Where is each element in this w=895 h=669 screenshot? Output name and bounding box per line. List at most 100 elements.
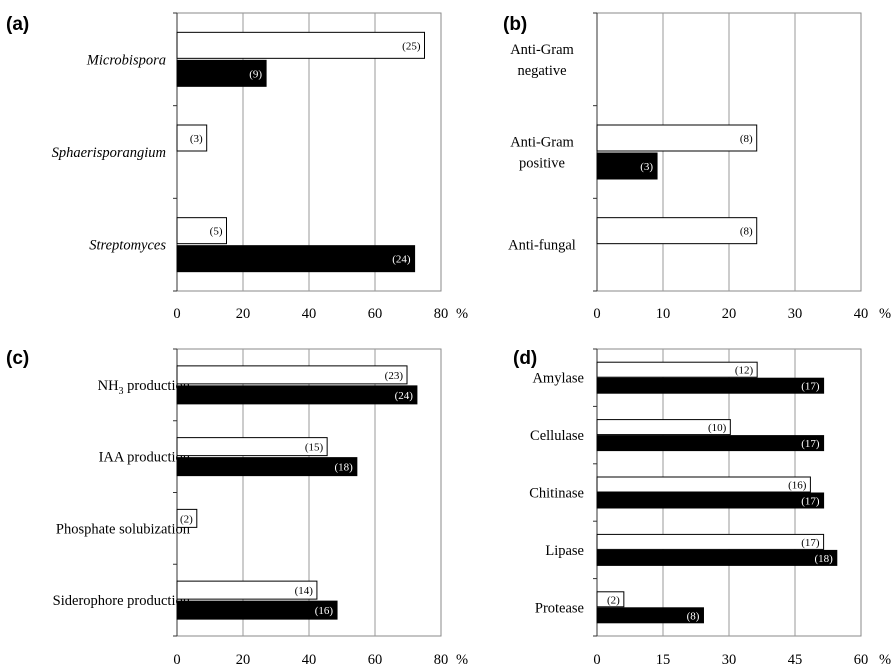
x-tick-label: 60 bbox=[368, 306, 383, 322]
bar-filled bbox=[596, 492, 825, 509]
x-unit-label: % bbox=[456, 306, 468, 322]
bar-filled bbox=[176, 245, 416, 273]
data-label: (2) bbox=[607, 594, 620, 606]
panel-label: (c) bbox=[6, 348, 29, 369]
data-label: (23) bbox=[385, 370, 404, 382]
bar-open bbox=[596, 533, 825, 550]
x-tick-label: 40 bbox=[854, 306, 869, 322]
bar-filled bbox=[596, 549, 838, 566]
x-tick-label: 60 bbox=[368, 652, 383, 668]
bar-filled bbox=[176, 457, 358, 477]
category-label: Siderophore production bbox=[53, 593, 191, 609]
bar-open bbox=[176, 31, 425, 59]
category-label: Microbispora bbox=[86, 52, 166, 68]
bar-open bbox=[176, 580, 318, 600]
x-tick-label: 80 bbox=[434, 306, 449, 322]
x-tick-label: 0 bbox=[593, 306, 600, 322]
category-label: Anti-Gram bbox=[510, 135, 574, 151]
category-label: negative bbox=[517, 63, 566, 79]
bar-open bbox=[596, 124, 758, 152]
x-unit-label: % bbox=[879, 652, 891, 668]
category-label: Amylase bbox=[532, 371, 584, 387]
data-label: (10) bbox=[708, 422, 727, 434]
category-label: Streptomyces bbox=[89, 238, 166, 254]
data-label: (16) bbox=[788, 480, 807, 492]
x-tick-label: 40 bbox=[302, 306, 317, 322]
data-label: (18) bbox=[814, 553, 833, 565]
category-label: Chitinase bbox=[529, 486, 584, 502]
bar-open bbox=[176, 217, 227, 245]
x-tick-label: 80 bbox=[434, 652, 449, 668]
bar-filled bbox=[176, 600, 338, 620]
data-label: (5) bbox=[210, 226, 223, 238]
category-label: positive bbox=[519, 156, 565, 172]
data-label: (3) bbox=[190, 133, 203, 145]
x-tick-label: 45 bbox=[788, 652, 803, 668]
panel-label: (b) bbox=[503, 14, 527, 35]
bar-open bbox=[596, 591, 625, 608]
category-label: Anti-fungal bbox=[508, 238, 576, 254]
bar-filled bbox=[176, 385, 418, 405]
data-label: (17) bbox=[801, 438, 820, 450]
x-tick-label: 10 bbox=[656, 306, 671, 322]
category-label: NH3 production bbox=[98, 378, 191, 397]
chart-panel-d: (d) 0 15 30 45 60 % Amylase (12) (17) Cellulase (10… bbox=[513, 348, 891, 668]
chart-panel-c: (c) 0 20 40 60 80 % NH3 production (23) (24) IAA p… bbox=[6, 348, 468, 668]
bar-open bbox=[596, 476, 811, 493]
category-label: Anti-Gram bbox=[510, 42, 574, 58]
category-label: IAA production bbox=[99, 450, 191, 466]
x-tick-label: 0 bbox=[173, 652, 180, 668]
chart-panel-b: (b) 0 10 20 30 40 % Anti-Gram negative Anti-Gram p… bbox=[503, 12, 891, 322]
bar-filled bbox=[596, 152, 658, 180]
data-label: (17) bbox=[801, 496, 820, 508]
category-label: Sphaerisporangium bbox=[52, 145, 166, 161]
data-label: (18) bbox=[335, 462, 354, 474]
data-label: (16) bbox=[315, 605, 334, 617]
category-label: Lipase bbox=[545, 543, 584, 559]
bar-filled bbox=[596, 435, 825, 452]
data-label: (8) bbox=[687, 610, 700, 622]
x-tick-label: 0 bbox=[593, 652, 600, 668]
data-label: (25) bbox=[402, 40, 421, 52]
bar-open bbox=[176, 365, 408, 385]
data-label: (24) bbox=[392, 254, 411, 266]
x-tick-label: 40 bbox=[302, 652, 317, 668]
bar-open bbox=[596, 361, 758, 378]
x-tick-label: 30 bbox=[788, 306, 803, 322]
data-label: (3) bbox=[640, 161, 653, 173]
data-label: (8) bbox=[740, 226, 753, 238]
bar-filled bbox=[596, 607, 704, 624]
data-label: (12) bbox=[735, 365, 754, 377]
x-tick-label: 20 bbox=[722, 306, 737, 322]
data-label: (24) bbox=[395, 390, 414, 402]
data-label: (17) bbox=[801, 381, 820, 393]
panel-label: (d) bbox=[513, 348, 537, 369]
bar-filled bbox=[176, 59, 267, 87]
data-label: (14) bbox=[295, 585, 314, 597]
data-label: (2) bbox=[180, 513, 193, 525]
bar-open bbox=[596, 217, 758, 245]
x-tick-label: 20 bbox=[236, 306, 251, 322]
bar-open bbox=[176, 508, 198, 528]
data-label: (17) bbox=[801, 537, 820, 549]
data-label: (15) bbox=[305, 442, 324, 454]
x-tick-label: 15 bbox=[656, 652, 671, 668]
panel-label: (a) bbox=[6, 14, 29, 35]
category-label: Cellulase bbox=[530, 428, 584, 444]
data-label: (8) bbox=[740, 133, 753, 145]
bar-filled bbox=[596, 377, 825, 394]
category-label: Protease bbox=[535, 600, 584, 616]
chart-panel-a: (a) 0 20 40 60 80 % Microbispora (25) (9) Sphaeris… bbox=[6, 12, 468, 322]
bar-open bbox=[596, 419, 731, 436]
x-tick-label: 0 bbox=[173, 306, 180, 322]
bar-open bbox=[176, 437, 328, 457]
x-tick-label: 60 bbox=[854, 652, 869, 668]
x-unit-label: % bbox=[879, 306, 891, 322]
x-tick-label: 20 bbox=[236, 652, 251, 668]
category-label: Phosphate solubization bbox=[56, 521, 191, 537]
x-tick-label: 30 bbox=[722, 652, 737, 668]
bar-open bbox=[176, 124, 208, 152]
data-label: (9) bbox=[249, 68, 262, 80]
x-unit-label: % bbox=[456, 652, 468, 668]
